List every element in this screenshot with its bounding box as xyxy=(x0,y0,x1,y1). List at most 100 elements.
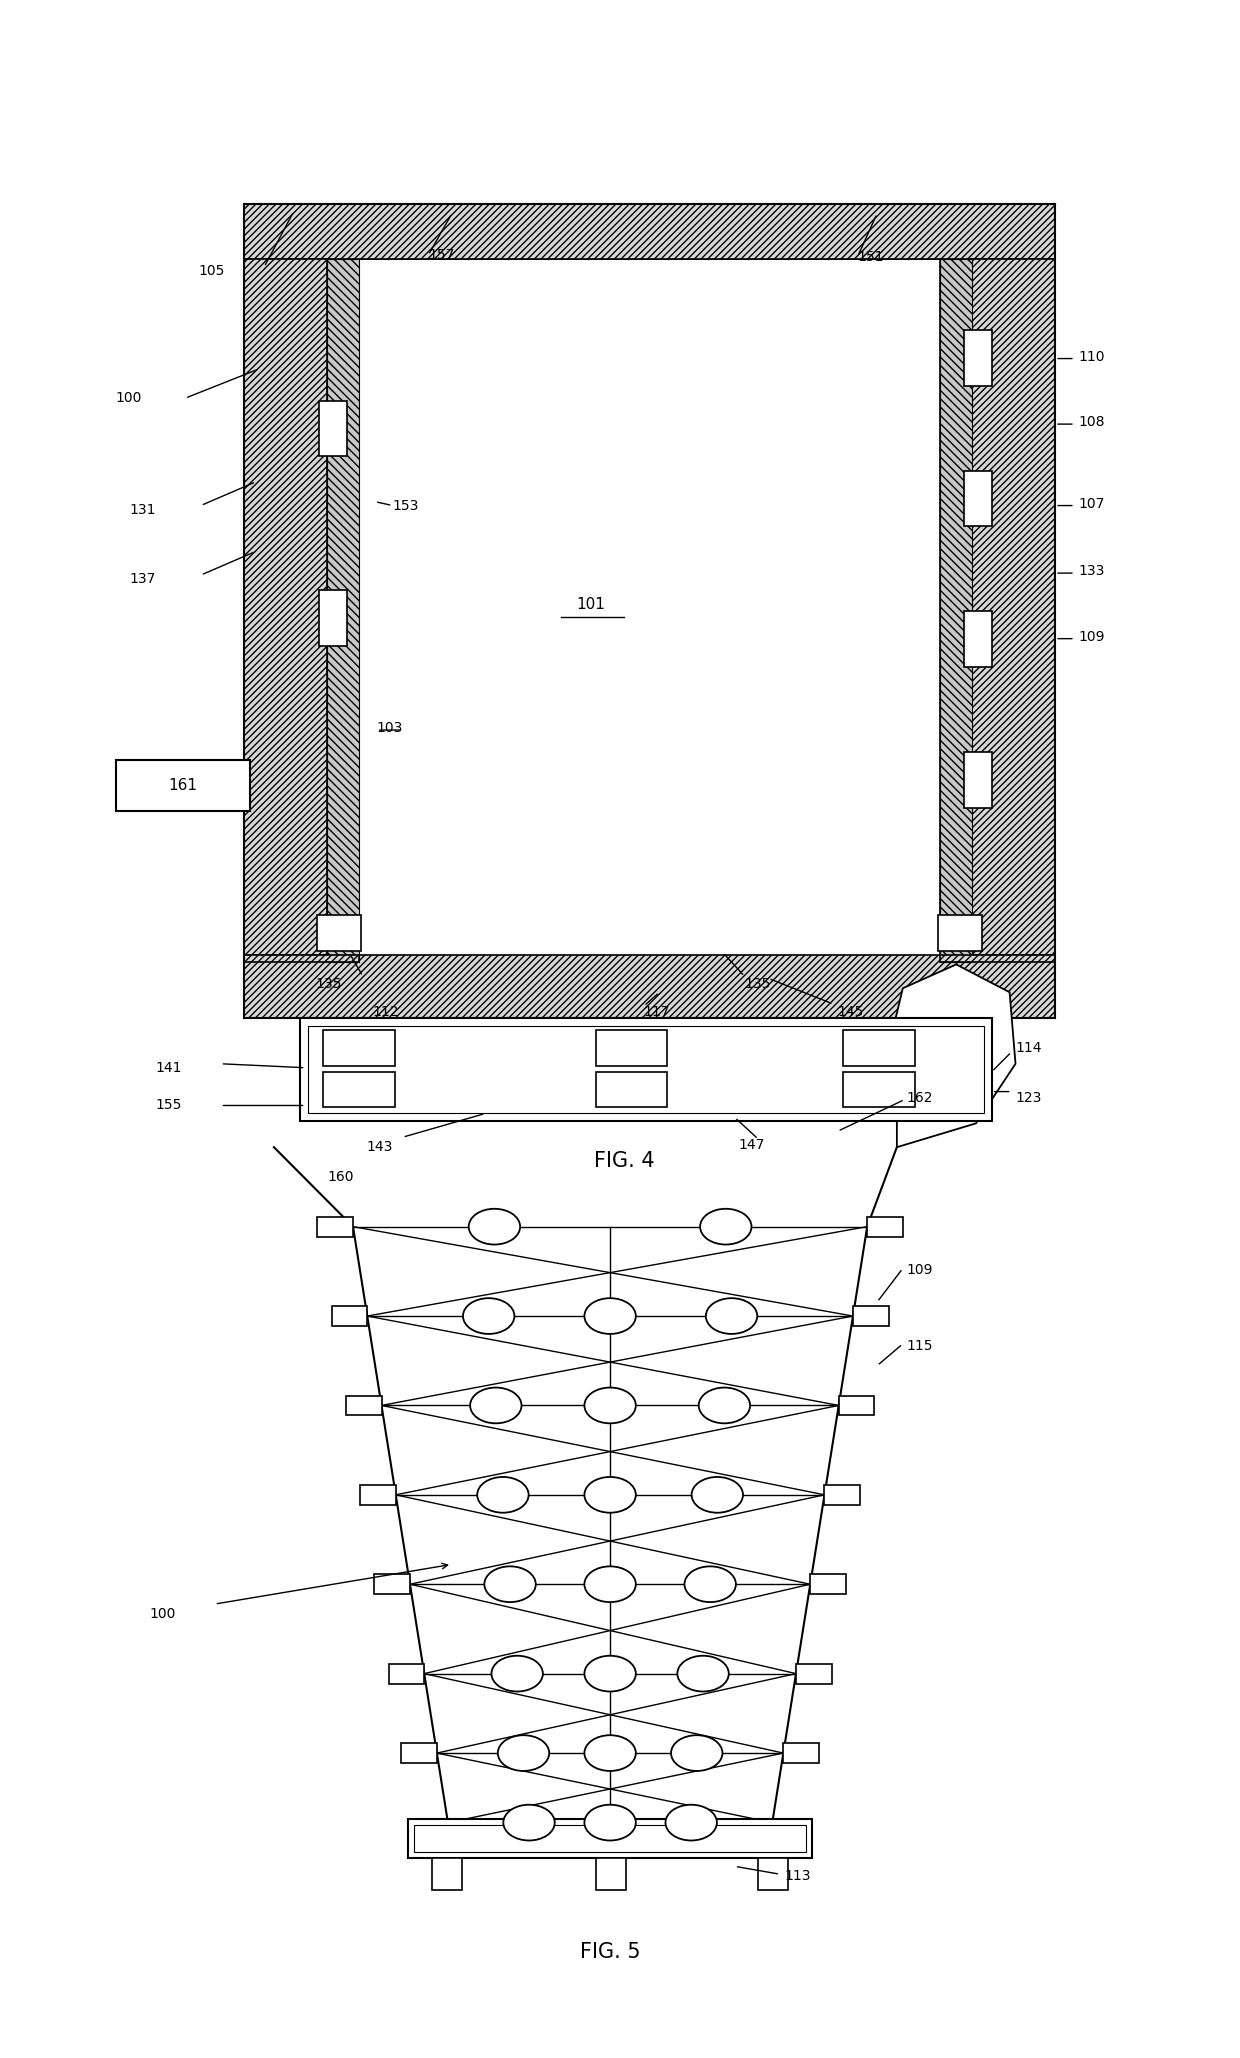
Text: 112: 112 xyxy=(373,1004,399,1019)
Text: 131: 131 xyxy=(129,502,156,517)
Ellipse shape xyxy=(485,1566,536,1601)
Bar xyxy=(324,1029,394,1066)
Ellipse shape xyxy=(692,1478,743,1513)
Bar xyxy=(853,1307,889,1325)
Bar xyxy=(940,955,1055,963)
Ellipse shape xyxy=(497,1735,549,1772)
Bar xyxy=(402,1743,436,1764)
Bar xyxy=(965,611,992,667)
Bar xyxy=(358,259,940,963)
Text: 161: 161 xyxy=(169,778,197,792)
Text: 143: 143 xyxy=(367,1140,393,1155)
Bar xyxy=(331,1307,367,1325)
Ellipse shape xyxy=(491,1657,543,1692)
Bar xyxy=(388,1663,424,1683)
Text: 145: 145 xyxy=(837,1004,864,1019)
Ellipse shape xyxy=(677,1657,729,1692)
Bar xyxy=(810,1574,846,1595)
Bar xyxy=(867,1216,903,1237)
Text: 114: 114 xyxy=(1016,1041,1042,1056)
Bar xyxy=(432,1858,461,1889)
Ellipse shape xyxy=(706,1299,758,1334)
Ellipse shape xyxy=(671,1735,723,1772)
Text: 123: 123 xyxy=(1016,1091,1042,1105)
Bar xyxy=(596,1072,667,1107)
Ellipse shape xyxy=(666,1805,717,1840)
Ellipse shape xyxy=(469,1208,520,1245)
Bar xyxy=(940,259,972,963)
Text: 109: 109 xyxy=(906,1264,934,1278)
Polygon shape xyxy=(890,965,1016,1146)
Text: 113: 113 xyxy=(784,1869,811,1883)
Bar xyxy=(374,1574,410,1595)
Bar xyxy=(939,914,982,951)
Text: 162: 162 xyxy=(906,1091,934,1105)
Text: 101: 101 xyxy=(575,597,605,613)
Text: 103: 103 xyxy=(377,720,403,735)
Text: 109: 109 xyxy=(1079,630,1105,644)
Text: 141: 141 xyxy=(155,1060,182,1074)
Bar xyxy=(796,1663,832,1683)
Ellipse shape xyxy=(584,1299,636,1334)
Bar xyxy=(414,1825,806,1852)
Bar xyxy=(327,259,358,963)
Bar xyxy=(319,591,347,646)
Ellipse shape xyxy=(470,1387,522,1424)
Text: 117: 117 xyxy=(644,1004,671,1019)
Text: 135: 135 xyxy=(744,978,771,992)
Ellipse shape xyxy=(684,1566,735,1601)
Ellipse shape xyxy=(584,1735,636,1772)
Bar xyxy=(784,1743,818,1764)
Text: 137: 137 xyxy=(129,572,156,587)
Text: 107: 107 xyxy=(1079,496,1105,510)
Bar xyxy=(596,1029,667,1066)
Text: 110: 110 xyxy=(1079,350,1105,364)
Text: 108: 108 xyxy=(1079,416,1105,430)
Text: 105: 105 xyxy=(198,263,226,278)
Bar xyxy=(360,1486,396,1504)
Bar xyxy=(244,955,1055,1019)
Bar xyxy=(324,1072,394,1107)
Bar xyxy=(244,955,358,963)
Text: 160: 160 xyxy=(327,1171,353,1183)
Text: 153: 153 xyxy=(393,498,419,512)
Text: FIG. 4: FIG. 4 xyxy=(594,1150,655,1171)
Bar xyxy=(319,401,347,457)
Bar xyxy=(843,1029,915,1066)
Text: 155: 155 xyxy=(155,1099,181,1113)
Bar xyxy=(843,1072,915,1107)
Ellipse shape xyxy=(584,1387,636,1424)
Ellipse shape xyxy=(584,1478,636,1513)
Bar xyxy=(759,1858,789,1889)
Text: FIG. 5: FIG. 5 xyxy=(580,1943,640,1961)
Bar xyxy=(244,204,1055,259)
Text: 157: 157 xyxy=(428,249,455,261)
Bar xyxy=(825,1486,861,1504)
Bar xyxy=(300,1019,992,1122)
Text: 147: 147 xyxy=(739,1138,765,1152)
Bar xyxy=(965,751,992,807)
Ellipse shape xyxy=(477,1478,528,1513)
Text: 100: 100 xyxy=(149,1607,176,1622)
Bar xyxy=(838,1395,874,1416)
Text: 115: 115 xyxy=(906,1340,934,1352)
Ellipse shape xyxy=(584,1657,636,1692)
Text: 100: 100 xyxy=(115,391,143,405)
Ellipse shape xyxy=(503,1805,554,1840)
Ellipse shape xyxy=(698,1387,750,1424)
Bar xyxy=(965,471,992,527)
Bar xyxy=(244,259,327,963)
Ellipse shape xyxy=(584,1566,636,1601)
Ellipse shape xyxy=(701,1208,751,1245)
Bar xyxy=(308,1027,983,1113)
Text: 151: 151 xyxy=(857,251,884,263)
Bar xyxy=(972,259,1055,963)
Bar xyxy=(596,1858,626,1889)
Bar xyxy=(317,1216,353,1237)
Bar xyxy=(317,914,361,951)
Ellipse shape xyxy=(584,1805,636,1840)
Text: 135: 135 xyxy=(315,978,342,992)
Ellipse shape xyxy=(463,1299,515,1334)
Bar xyxy=(115,759,250,811)
Bar xyxy=(408,1819,812,1858)
